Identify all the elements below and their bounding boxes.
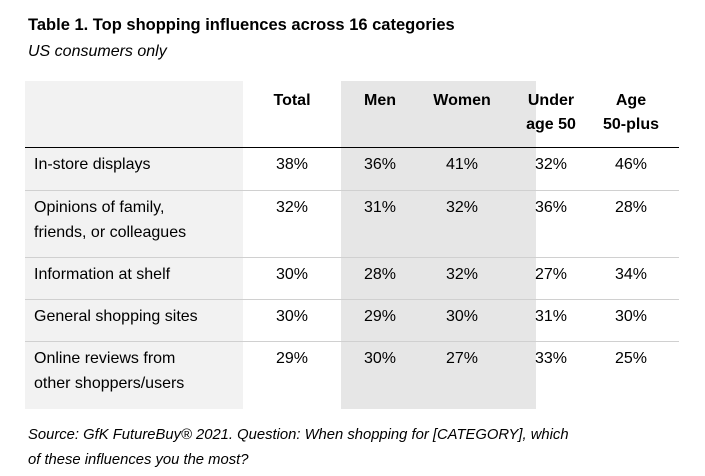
row-label: General shopping sites (34, 308, 198, 325)
cell-men: 29% (363, 308, 397, 325)
cell-women: 32% (445, 199, 479, 216)
cell-total: 30% (275, 308, 309, 325)
cell-under-50: 32% (534, 156, 568, 173)
page-subtitle: US consumers only (28, 43, 167, 60)
cell-women: 27% (445, 350, 479, 367)
cell-50-plus: 28% (614, 199, 648, 216)
cell-total: 30% (275, 266, 309, 283)
cell-women: 30% (445, 308, 479, 325)
cell-men: 28% (363, 266, 397, 283)
header-divider (25, 147, 679, 148)
row-label: In-store displays (34, 156, 151, 173)
row-divider (25, 341, 679, 342)
cell-total: 29% (275, 350, 309, 367)
cell-men: 30% (363, 350, 397, 367)
column-header-under-50: Under age 50 (526, 92, 576, 133)
cell-women: 41% (445, 156, 479, 173)
cell-women: 32% (445, 266, 479, 283)
row-label: Opinions of family, friends, or colleagu… (34, 199, 187, 241)
page-title: Table 1. Top shopping influences across … (28, 16, 455, 34)
cell-under-50: 36% (534, 199, 568, 216)
column-header-50-plus: Age 50-plus (602, 92, 659, 133)
cell-under-50: 31% (534, 308, 568, 325)
source-note: Source: GfK FutureBuy® 2021. Question: W… (28, 427, 569, 468)
cell-total: 38% (275, 156, 309, 173)
row-label: Information at shelf (34, 266, 171, 283)
cell-50-plus: 30% (614, 308, 648, 325)
cell-50-plus: 46% (614, 156, 648, 173)
influences-table: Total Men Women Under age 50 Age 50-plus… (25, 81, 679, 409)
gender-columns-background (341, 81, 536, 409)
cell-men: 31% (363, 199, 397, 216)
row-divider (25, 257, 679, 258)
row-label: Online reviews from other shoppers/users (34, 350, 185, 392)
cell-50-plus: 25% (614, 350, 648, 367)
cell-50-plus: 34% (614, 266, 648, 283)
cell-under-50: 33% (534, 350, 568, 367)
label-column-background (25, 81, 243, 409)
row-divider (25, 190, 679, 191)
column-header-total: Total (273, 92, 311, 109)
row-divider (25, 299, 679, 300)
cell-under-50: 27% (534, 266, 568, 283)
column-header-women: Women (433, 92, 491, 109)
cell-men: 36% (363, 156, 397, 173)
column-header-men: Men (364, 92, 396, 109)
cell-total: 32% (275, 199, 309, 216)
